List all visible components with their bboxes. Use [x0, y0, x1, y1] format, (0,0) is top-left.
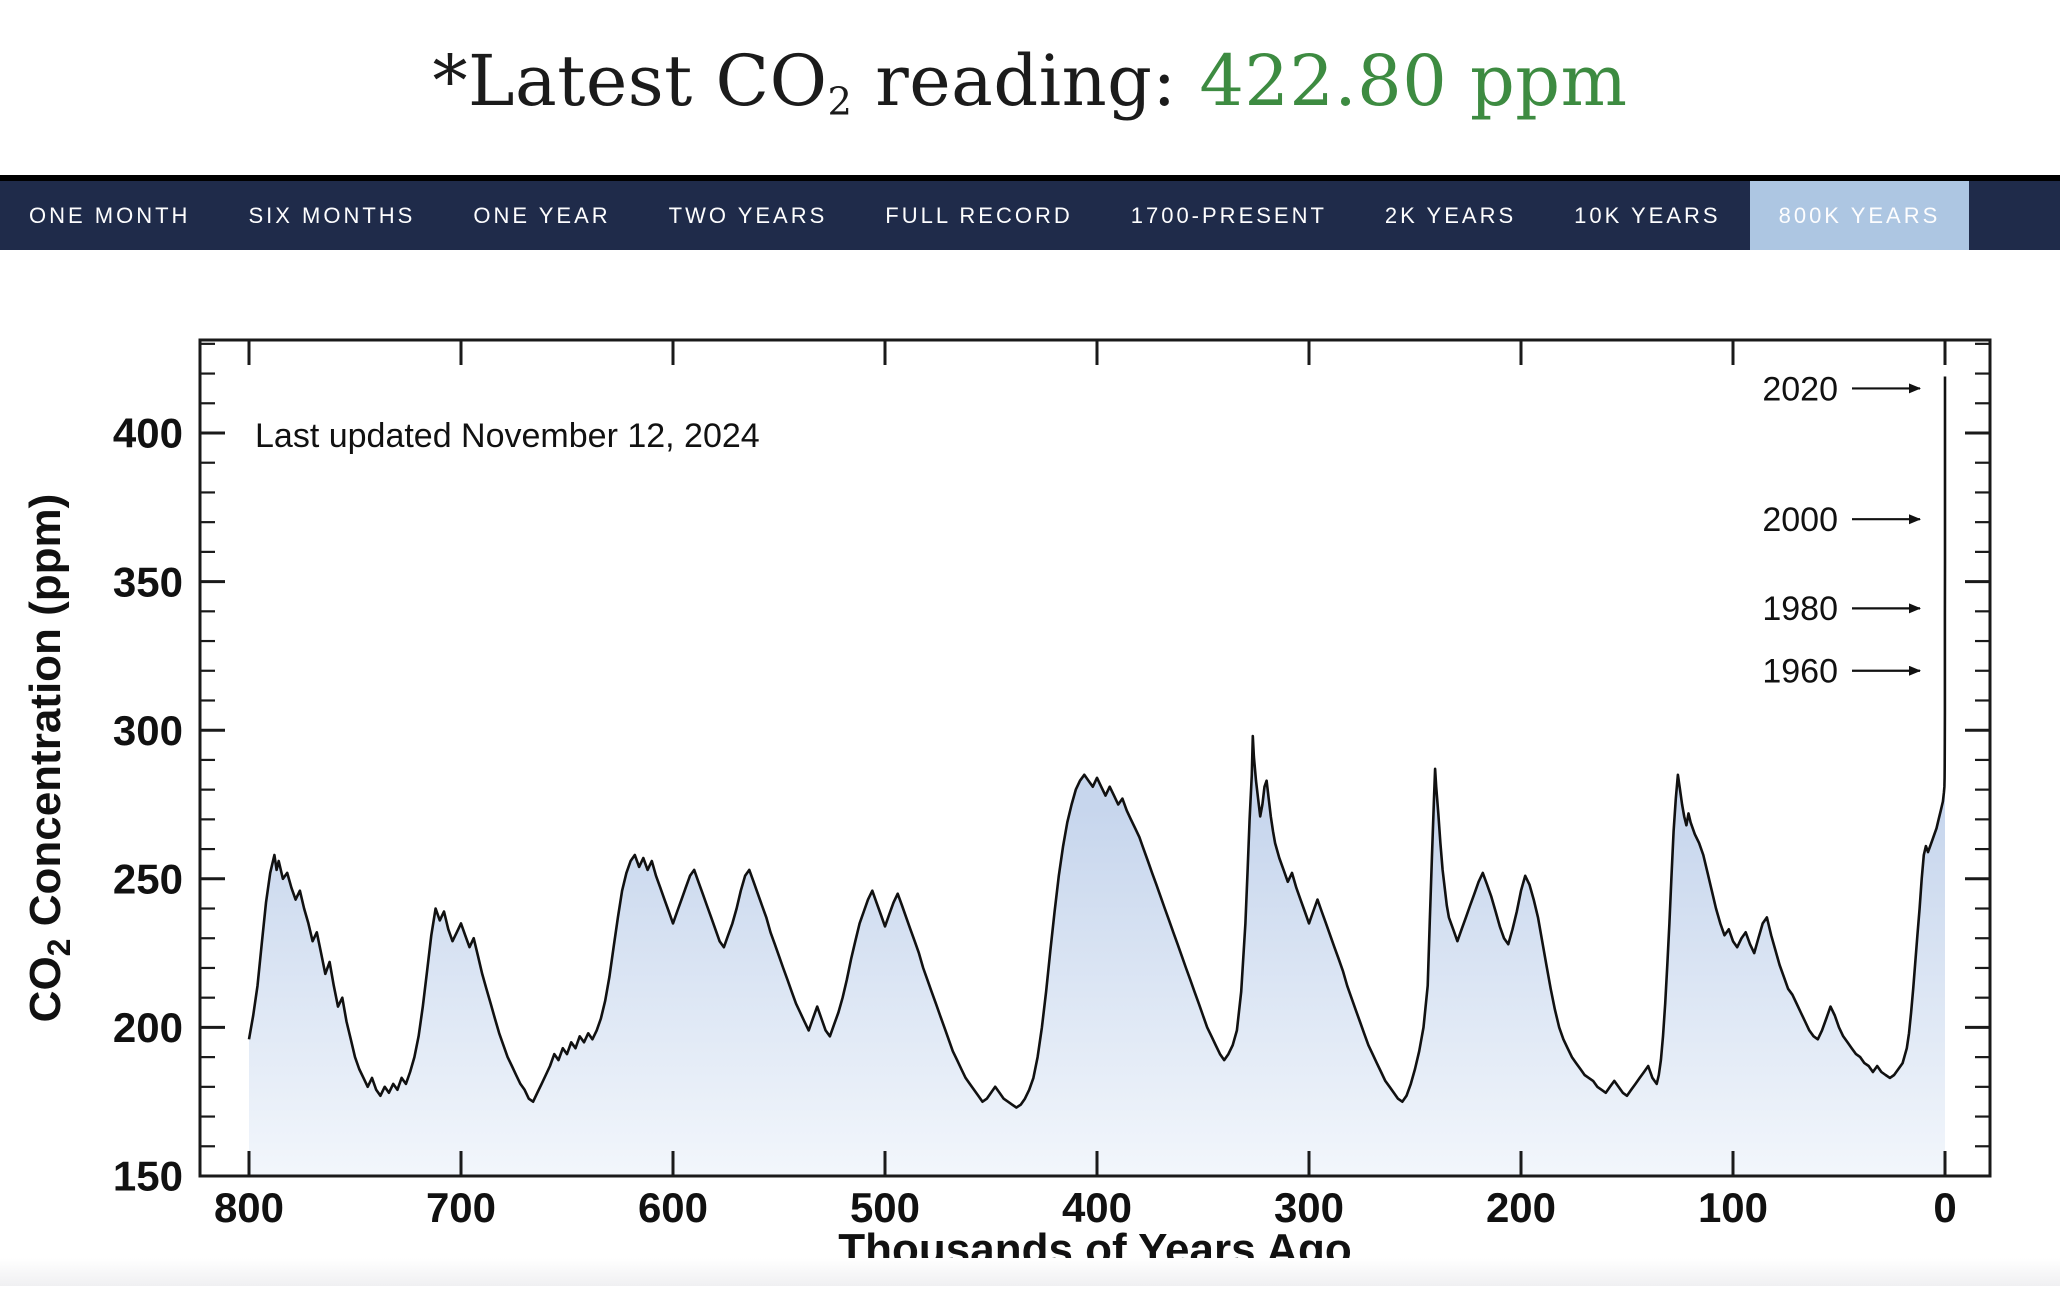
title-subscript: 2 [827, 79, 853, 125]
y-tick-label: 200 [113, 1004, 183, 1051]
tab-2k-years[interactable]: 2K YEARS [1384, 202, 1517, 228]
x-tick-label: 500 [850, 1184, 920, 1231]
latest-co2-reading: 422.80 ppm [1199, 39, 1628, 122]
title-prefix: *Latest CO [432, 39, 828, 122]
x-tick-label: 700 [426, 1184, 496, 1231]
x-tick-label: 100 [1698, 1184, 1768, 1231]
tab-10k-years[interactable]: 10K YEARS [1574, 202, 1721, 228]
page-title: *Latest CO2 reading: 422.80 ppm [432, 40, 1627, 122]
chart-canvas: 150 200 250 300 350 400 800 700 600 500 400 300 200 1… [21, 338, 1992, 1274]
co2-area-fill [249, 376, 1945, 1176]
tab-six-months[interactable]: SIX MONTHS [248, 202, 416, 228]
y-tick-label: 350 [113, 558, 183, 605]
x-tick-label: 600 [638, 1184, 708, 1231]
tab-two-years[interactable]: TWO YEARS [668, 202, 828, 228]
year-annotation-2000: 2000 [1762, 501, 1838, 539]
last-updated-note: Last updated November 12, 2024 [255, 417, 760, 455]
x-tick-label: 0 [1933, 1184, 1956, 1231]
year-annotation-2020: 2020 [1762, 370, 1838, 408]
timescale-tab-bar: ONE MONTH SIX MONTHS ONE YEAR TWO YEARS FULL… [0, 175, 2060, 250]
y-tick-label: 300 [113, 707, 183, 754]
y-tick-label: 250 [113, 856, 183, 903]
tab-one-year[interactable]: ONE YEAR [473, 202, 611, 228]
y-axis-title: CO2 Concentration (ppm) [21, 494, 77, 1023]
header: *Latest CO2 reading: 422.80 ppm [0, 0, 2060, 175]
title-middle: reading: [852, 39, 1200, 122]
co2-800k-year-chart: 150 200 250 300 350 400 800 700 600 500 400 300 200 1… [0, 250, 2060, 1286]
x-tick-label: 300 [1274, 1184, 1344, 1231]
year-annotation-1960: 1960 [1762, 653, 1838, 691]
y-tick-label: 150 [113, 1153, 183, 1200]
tab-one-month[interactable]: ONE MONTH [29, 202, 191, 228]
x-axis-title: Thousands of Years Ago [838, 1225, 1351, 1274]
x-tick-label: 200 [1486, 1184, 1556, 1231]
tab-1700-present[interactable]: 1700-PRESENT [1130, 202, 1327, 228]
tab-full-record[interactable]: FULL RECORD [885, 202, 1073, 228]
plot-frame [198, 338, 1992, 1178]
year-annotation-1980: 1980 [1762, 590, 1838, 628]
co2-line [247, 376, 1947, 1109]
tab-800k-years[interactable]: 800K YEARS [1749, 181, 1970, 250]
y-tick-label: 400 [113, 410, 183, 457]
x-tick-label: 800 [214, 1184, 284, 1231]
x-tick-label: 400 [1062, 1184, 1132, 1231]
